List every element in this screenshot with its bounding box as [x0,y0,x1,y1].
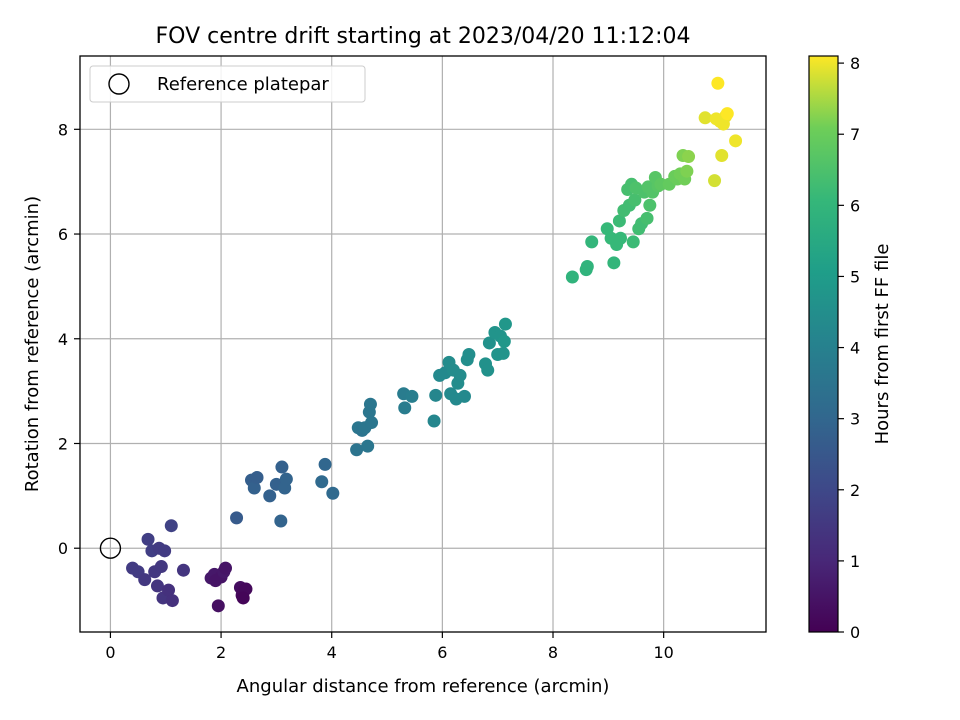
colorbar-tick-label: 2 [850,481,860,500]
data-point [481,363,495,377]
data-point [398,401,412,415]
y-axis-label: Rotation from reference (arcmin) [22,196,43,492]
colorbar [808,55,839,633]
data-point [165,594,179,608]
data-point [162,583,176,597]
data-point [628,193,642,207]
data-point [350,443,364,457]
data-point [361,439,375,453]
colorbar-tick-label: 8 [850,54,860,73]
data-point [405,389,419,403]
colorbar-tick-label: 0 [850,623,860,642]
data-point [365,416,379,430]
data-point [164,519,178,533]
x-axis-label: Angular distance from reference (arcmin) [237,676,610,697]
data-point [453,368,467,382]
x-tick-label: 8 [548,643,558,662]
colorbar-tick-label: 1 [850,552,860,571]
data-point [427,414,441,428]
colorbar-tick-label: 6 [850,196,860,215]
data-point [318,457,332,471]
data-point [682,150,696,164]
data-point [720,107,734,121]
x-tick-label: 10 [653,643,673,662]
data-point [626,235,640,249]
data-point [565,270,579,284]
data-point [279,472,293,486]
data-point [429,388,443,402]
data-point [498,317,512,331]
x-tick-label: 6 [437,643,447,662]
data-point [211,599,225,613]
data-point [218,561,232,575]
data-point [497,334,511,348]
data-point [711,76,725,90]
data-point [154,560,168,574]
data-point [612,214,626,228]
data-point [607,256,621,270]
data-point [640,211,654,225]
data-point [230,511,244,525]
points [99,76,743,613]
data-point [462,347,476,361]
data-point [496,346,510,360]
x-tick-label: 0 [105,643,115,662]
y-axis: 0 2 4 6 8 [58,120,80,558]
colorbar-tick-label: 7 [850,125,860,144]
x-tick-label: 2 [216,643,226,662]
chart-title: FOV centre drift starting at 2023/04/20 … [156,24,691,49]
data-point [275,460,289,474]
legend: Reference platepar [89,65,366,103]
data-point [141,532,155,546]
data-point [614,231,628,245]
data-point [729,134,743,148]
data-point [315,475,329,489]
y-tick-label: 8 [58,120,68,139]
y-tick-label: 2 [58,434,68,453]
data-point [138,573,152,587]
data-point [158,544,172,558]
y-tick-label: 4 [58,330,68,349]
colorbar-tick-label: 4 [850,339,860,358]
x-axis: 0 2 4 6 8 10 [105,632,674,662]
data-point [715,148,729,162]
grid [80,56,766,632]
data-point [247,481,261,495]
data-point [250,471,264,485]
data-point [643,198,657,212]
x-tick-label: 4 [327,643,337,662]
data-point [176,563,190,577]
data-point [150,579,164,593]
data-point [708,174,722,188]
legend-box [89,65,366,103]
plot-frame [79,55,767,633]
data-point [363,397,377,411]
colorbar-ticks: 0 1 2 3 4 5 6 7 8 [838,54,860,642]
data-point [585,235,599,249]
colorbar-tick-label: 5 [850,267,860,286]
data-point [680,164,694,178]
data-point [457,389,471,403]
y-tick-label: 0 [58,539,68,558]
data-point [274,514,288,528]
data-point [326,486,340,500]
data-point [482,336,496,350]
legend-label: Reference platepar [157,74,329,95]
data-point [698,111,712,125]
reference-platepar-marker [99,537,122,559]
data-point [236,591,250,605]
data-point [580,260,594,274]
data-point [263,489,277,503]
legend-marker-open-circle [108,73,130,95]
colorbar-label: Hours from first FF file [872,244,893,445]
colorbar-tick-label: 3 [850,410,860,429]
y-tick-label: 6 [58,225,68,244]
